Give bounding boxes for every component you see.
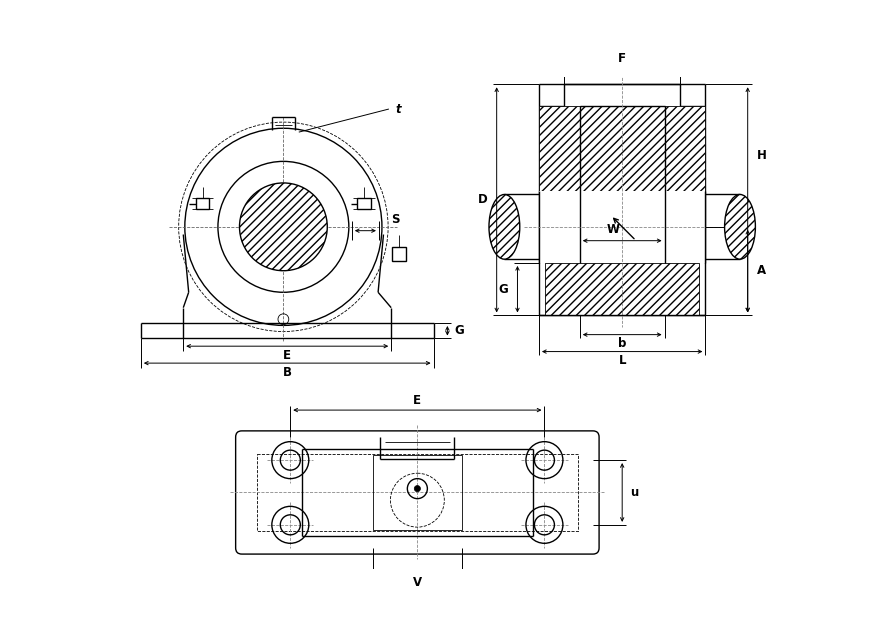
Text: t: t [395, 102, 401, 116]
Text: D: D [478, 194, 488, 206]
Text: V: V [413, 576, 422, 589]
Bar [358, 198, 371, 209]
Text: G: G [499, 282, 509, 296]
Bar [196, 198, 209, 209]
Text: H: H [756, 149, 766, 162]
Bar [257, 454, 578, 531]
Bar [373, 455, 462, 530]
Text: W: W [606, 224, 620, 236]
Text: L: L [619, 354, 626, 367]
Text: S: S [392, 213, 400, 226]
Ellipse shape [489, 194, 519, 259]
Text: A: A [757, 264, 766, 277]
Ellipse shape [725, 194, 755, 259]
Bar [539, 106, 705, 190]
Text: F: F [618, 52, 626, 65]
Bar [545, 263, 699, 316]
Circle shape [240, 183, 327, 271]
Text: b: b [618, 337, 627, 350]
Bar [539, 190, 705, 263]
Text: G: G [454, 324, 464, 337]
Text: B: B [283, 366, 291, 379]
Text: E: E [283, 349, 291, 362]
Bar [392, 247, 406, 261]
Text: u: u [630, 486, 638, 499]
Text: E: E [413, 394, 421, 407]
Circle shape [414, 486, 420, 491]
